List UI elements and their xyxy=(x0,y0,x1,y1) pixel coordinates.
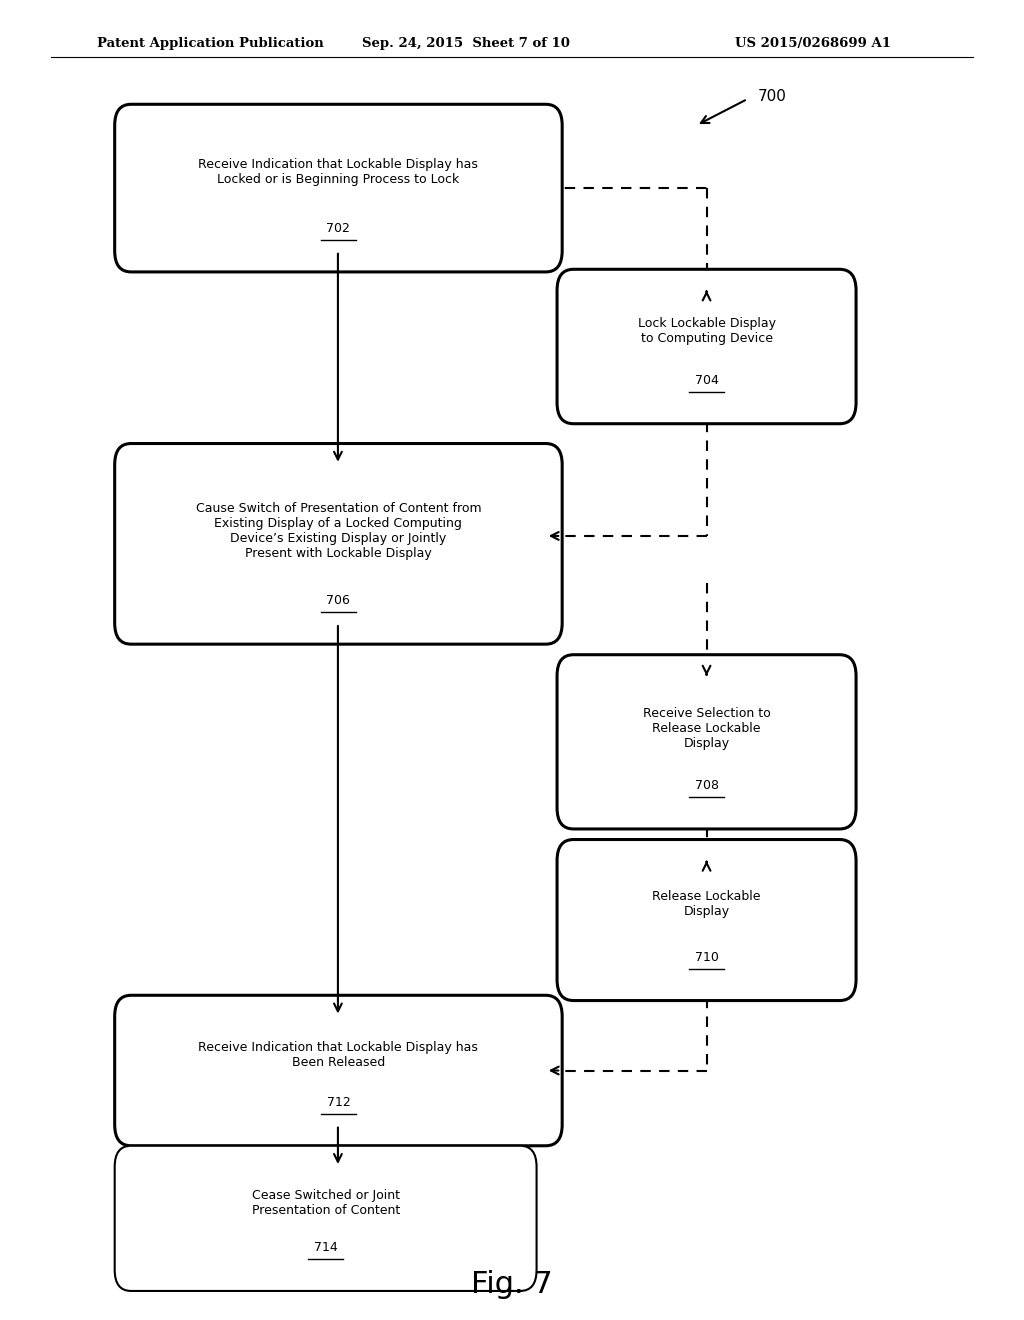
Text: 710: 710 xyxy=(694,950,719,964)
Text: US 2015/0268699 A1: US 2015/0268699 A1 xyxy=(735,37,891,50)
Text: Lock Lockable Display
to Computing Device: Lock Lockable Display to Computing Devic… xyxy=(638,317,775,345)
Text: 712: 712 xyxy=(327,1096,350,1109)
FancyBboxPatch shape xyxy=(557,840,856,1001)
Text: 702: 702 xyxy=(327,222,350,235)
Text: Receive Indication that Lockable Display has
Locked or is Beginning Process to L: Receive Indication that Lockable Display… xyxy=(199,158,478,186)
FancyBboxPatch shape xyxy=(115,1146,537,1291)
Text: Receive Selection to
Release Lockable
Display: Receive Selection to Release Lockable Di… xyxy=(643,708,770,750)
Text: Receive Indication that Lockable Display has
Been Released: Receive Indication that Lockable Display… xyxy=(199,1040,478,1069)
Text: 708: 708 xyxy=(694,779,719,792)
Text: Cease Switched or Joint
Presentation of Content: Cease Switched or Joint Presentation of … xyxy=(252,1188,399,1217)
FancyBboxPatch shape xyxy=(557,269,856,424)
FancyBboxPatch shape xyxy=(115,104,562,272)
FancyBboxPatch shape xyxy=(115,995,562,1146)
FancyBboxPatch shape xyxy=(557,655,856,829)
Text: 704: 704 xyxy=(694,374,719,387)
Text: Patent Application Publication: Patent Application Publication xyxy=(97,37,324,50)
Text: Cause Switch of Presentation of Content from
Existing Display of a Locked Comput: Cause Switch of Presentation of Content … xyxy=(196,502,481,560)
Text: Fig. 7: Fig. 7 xyxy=(471,1270,553,1299)
Text: 700: 700 xyxy=(758,88,786,104)
Text: 706: 706 xyxy=(327,594,350,607)
Text: 714: 714 xyxy=(313,1241,338,1254)
Text: Sep. 24, 2015  Sheet 7 of 10: Sep. 24, 2015 Sheet 7 of 10 xyxy=(361,37,570,50)
Text: Release Lockable
Display: Release Lockable Display xyxy=(652,890,761,919)
FancyBboxPatch shape xyxy=(115,444,562,644)
